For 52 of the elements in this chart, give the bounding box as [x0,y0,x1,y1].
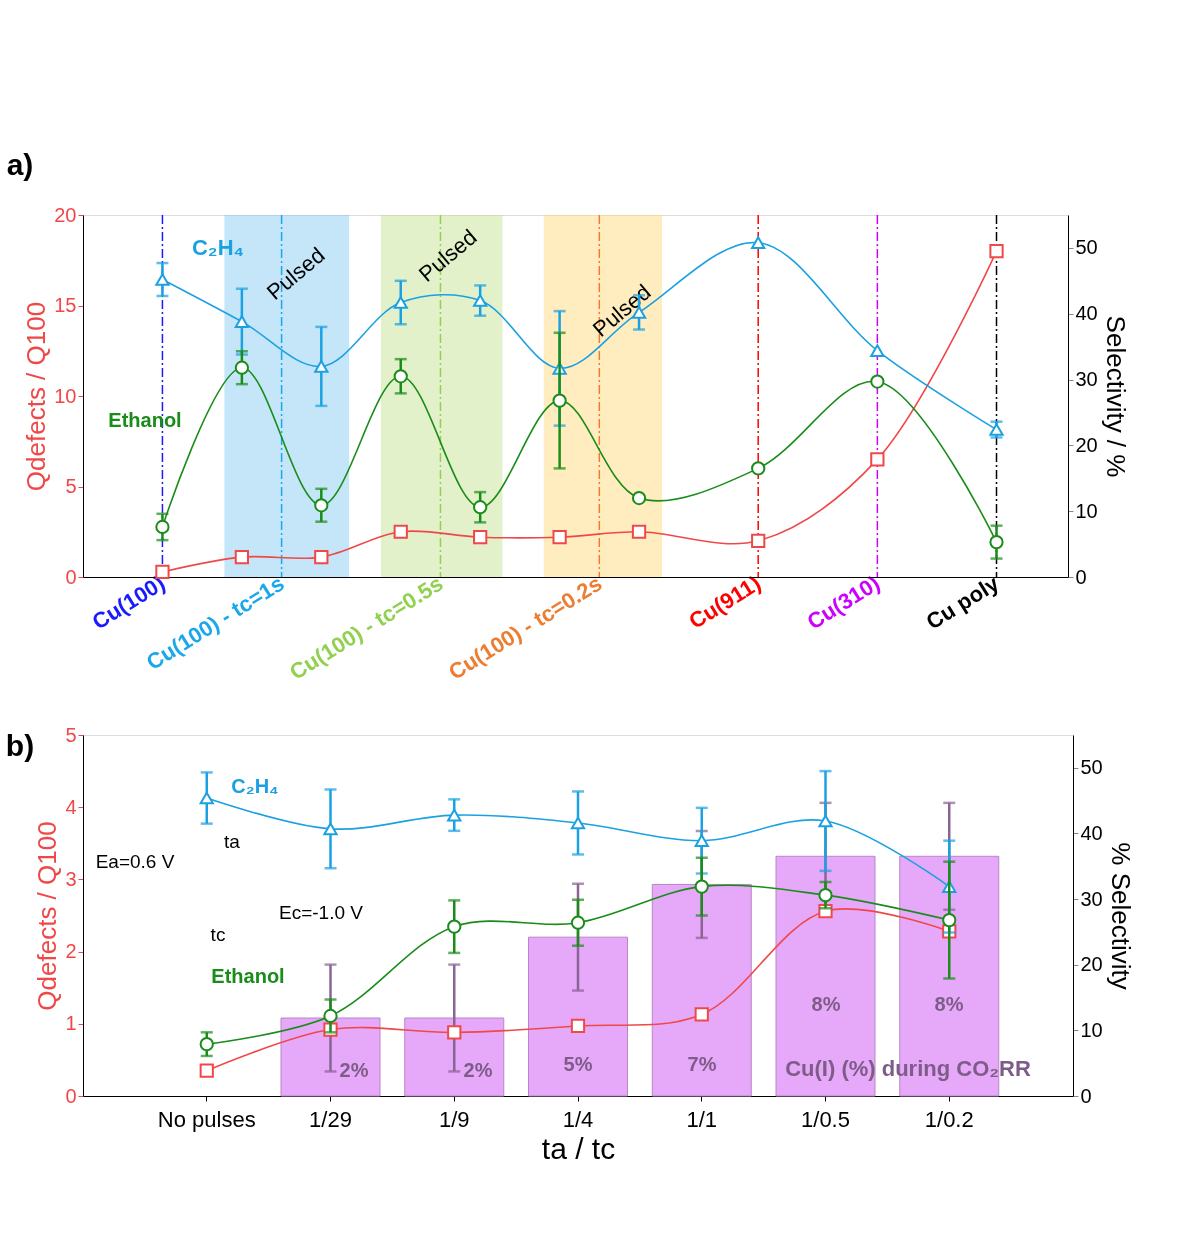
y-tick-label: 20 [54,203,77,226]
y-tick-label: 5 [65,723,77,746]
x-tick-label: 1/29 [309,1106,352,1132]
annotation: C₂H₄ [191,235,245,260]
y2-tick-label: 10 [1080,1018,1103,1041]
y-axis-title: Qdefects / Q100 [21,301,52,492]
y-tick-label: 3 [65,867,77,890]
text: b) [5,729,35,762]
annotation: 7% [687,1053,717,1075]
annotation: 2% [463,1059,493,1081]
x-tick-label: 1/1 [686,1106,718,1132]
y2-tick-label: 30 [1075,368,1098,391]
y-tick-label: 5 [65,475,77,497]
annotation: 2% [339,1059,369,1081]
x-tick-label: No pulses [157,1106,256,1132]
y2-tick-label: 0 [1075,565,1087,588]
y-tick-label: 10 [54,384,77,407]
y-tick-label: 4 [65,795,77,818]
annotation: 5% [563,1053,593,1075]
x-tick-label: 1/4 [562,1106,594,1132]
y2-tick-label: 40 [1080,821,1103,844]
y-tick-label: 1 [65,1012,77,1035]
text: a) [6,148,34,181]
annotation: ta [224,831,241,852]
y2-axis-title: % Selectivity [1105,842,1136,990]
x-tick-label: 1/9 [438,1106,470,1132]
annotation: 8% [811,993,841,1015]
y-tick-label: 15 [54,294,77,316]
annotation: 8% [934,993,964,1015]
x-tick-label: 1/0.5 [801,1106,850,1132]
y2-tick-label: 50 [1080,756,1103,779]
y2-tick-label: 30 [1080,887,1103,910]
y2-tick-label: 10 [1075,499,1098,522]
y2-tick-label: 0 [1080,1084,1092,1107]
y2-axis-title: Selectivity / % [1100,315,1131,478]
y2-tick-label: 20 [1075,433,1098,456]
y2-tick-label: 20 [1080,953,1103,976]
annotation: C₂H₄ [231,775,279,797]
y-axis-title: Qdefects / Q100 [32,821,63,1011]
x-axis-title: ta / tc [541,1131,616,1165]
y2-tick-label: 50 [1075,236,1098,259]
x-tick-label: 1/0.2 [924,1106,974,1132]
y-tick-label: 2 [65,940,77,963]
annotation: Ea=0.6 V [95,851,175,872]
annotation: Ethanol [211,965,285,987]
annotation: Ec=-1.0 V [279,902,364,923]
annotation: Ethanol [108,409,182,431]
y2-tick-label: 40 [1075,302,1098,325]
y-tick-label: 0 [65,1084,77,1107]
x-tick-label: Cu poly [921,570,1005,635]
annotation: tc [210,924,226,945]
y-tick-label: 0 [65,565,77,588]
